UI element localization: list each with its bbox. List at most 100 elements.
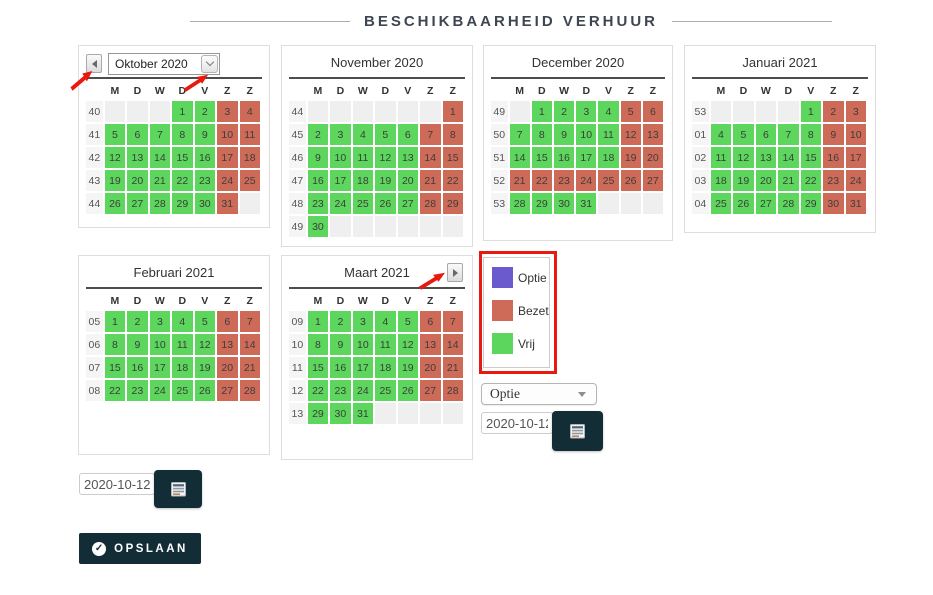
day-cell[interactable]: 26 bbox=[620, 170, 641, 191]
day-cell[interactable]: 1 bbox=[104, 311, 126, 332]
day-cell[interactable]: 20 bbox=[642, 147, 663, 168]
day-cell[interactable]: 26 bbox=[733, 193, 754, 214]
day-cell[interactable]: 16 bbox=[823, 147, 844, 168]
day-cell[interactable]: 23 bbox=[823, 170, 844, 191]
day-cell[interactable]: 7 bbox=[239, 311, 260, 332]
day-cell[interactable]: 24 bbox=[576, 170, 597, 191]
day-cell[interactable]: 4 bbox=[710, 124, 732, 145]
day-cell[interactable]: 15 bbox=[104, 357, 126, 378]
day-cell[interactable]: 14 bbox=[420, 147, 441, 168]
day-cell[interactable]: 25 bbox=[598, 170, 619, 191]
day-cell[interactable]: 29 bbox=[172, 193, 193, 214]
day-cell[interactable]: 23 bbox=[553, 170, 575, 191]
day-cell[interactable]: 6 bbox=[755, 124, 777, 145]
day-cell[interactable]: 26 bbox=[375, 193, 396, 214]
day-cell[interactable]: 2 bbox=[823, 101, 844, 122]
day-cell[interactable]: 1 bbox=[800, 101, 822, 122]
day-cell[interactable]: 11 bbox=[598, 124, 619, 145]
day-cell[interactable]: 23 bbox=[127, 380, 148, 401]
day-cell[interactable]: 18 bbox=[352, 170, 374, 191]
day-cell[interactable]: 2 bbox=[330, 311, 351, 332]
day-cell[interactable]: 13 bbox=[127, 147, 148, 168]
day-cell[interactable]: 5 bbox=[104, 124, 126, 145]
day-cell[interactable]: 6 bbox=[127, 124, 148, 145]
day-cell[interactable]: 23 bbox=[330, 380, 351, 401]
day-cell[interactable]: 2 bbox=[553, 101, 575, 122]
day-cell[interactable]: 25 bbox=[375, 380, 396, 401]
day-cell[interactable]: 31 bbox=[352, 403, 374, 424]
day-cell[interactable]: 1 bbox=[172, 101, 193, 122]
day-cell[interactable]: 9 bbox=[823, 124, 844, 145]
day-cell[interactable]: 17 bbox=[149, 357, 171, 378]
day-cell[interactable]: 27 bbox=[420, 380, 441, 401]
day-cell[interactable]: 21 bbox=[149, 170, 171, 191]
day-cell[interactable]: 15 bbox=[172, 147, 193, 168]
day-cell[interactable]: 17 bbox=[352, 357, 374, 378]
day-cell[interactable]: 24 bbox=[352, 380, 374, 401]
day-cell[interactable]: 8 bbox=[307, 334, 329, 355]
day-cell[interactable]: 25 bbox=[352, 193, 374, 214]
day-cell[interactable]: 30 bbox=[330, 403, 351, 424]
day-cell[interactable]: 21 bbox=[239, 357, 260, 378]
day-cell[interactable]: 23 bbox=[194, 170, 216, 191]
day-cell[interactable]: 27 bbox=[642, 170, 663, 191]
day-cell[interactable]: 8 bbox=[104, 334, 126, 355]
day-cell[interactable]: 28 bbox=[149, 193, 171, 214]
day-cell[interactable]: 4 bbox=[352, 124, 374, 145]
day-cell[interactable]: 25 bbox=[239, 170, 260, 191]
day-cell[interactable]: 14 bbox=[442, 334, 463, 355]
month-select[interactable]: Oktober 2020 bbox=[108, 52, 220, 75]
day-cell[interactable]: 25 bbox=[172, 380, 193, 401]
day-cell[interactable]: 9 bbox=[307, 147, 329, 168]
day-cell[interactable]: 29 bbox=[307, 403, 329, 424]
day-cell[interactable]: 16 bbox=[307, 170, 329, 191]
day-cell[interactable]: 15 bbox=[307, 357, 329, 378]
day-cell[interactable]: 21 bbox=[778, 170, 799, 191]
day-cell[interactable]: 21 bbox=[442, 357, 463, 378]
day-cell[interactable]: 20 bbox=[755, 170, 777, 191]
day-cell[interactable]: 3 bbox=[845, 101, 866, 122]
day-cell[interactable]: 20 bbox=[217, 357, 238, 378]
day-cell[interactable]: 5 bbox=[733, 124, 754, 145]
day-cell[interactable]: 16 bbox=[553, 147, 575, 168]
day-cell[interactable]: 17 bbox=[217, 147, 238, 168]
day-cell[interactable]: 2 bbox=[194, 101, 216, 122]
day-cell[interactable]: 22 bbox=[442, 170, 463, 191]
day-cell[interactable]: 9 bbox=[553, 124, 575, 145]
day-cell[interactable]: 22 bbox=[104, 380, 126, 401]
day-cell[interactable]: 6 bbox=[217, 311, 238, 332]
day-cell[interactable]: 18 bbox=[172, 357, 193, 378]
day-cell[interactable]: 8 bbox=[172, 124, 193, 145]
day-cell[interactable]: 12 bbox=[397, 334, 419, 355]
day-cell[interactable]: 15 bbox=[442, 147, 463, 168]
day-cell[interactable]: 12 bbox=[375, 147, 396, 168]
day-cell[interactable]: 19 bbox=[375, 170, 396, 191]
day-cell[interactable]: 31 bbox=[217, 193, 238, 214]
day-cell[interactable]: 7 bbox=[509, 124, 530, 145]
day-cell[interactable]: 22 bbox=[172, 170, 193, 191]
day-cell[interactable]: 19 bbox=[104, 170, 126, 191]
day-cell[interactable]: 13 bbox=[217, 334, 238, 355]
next-month-button[interactable] bbox=[447, 263, 463, 282]
day-cell[interactable]: 22 bbox=[531, 170, 552, 191]
chevron-down-icon[interactable] bbox=[201, 54, 218, 73]
day-cell[interactable]: 20 bbox=[397, 170, 419, 191]
day-cell[interactable]: 4 bbox=[375, 311, 396, 332]
day-cell[interactable]: 28 bbox=[442, 380, 463, 401]
day-cell[interactable]: 18 bbox=[710, 170, 732, 191]
day-cell[interactable]: 7 bbox=[420, 124, 441, 145]
day-cell[interactable]: 13 bbox=[397, 147, 419, 168]
status-select[interactable]: Optie bbox=[481, 383, 597, 405]
day-cell[interactable]: 19 bbox=[397, 357, 419, 378]
day-cell[interactable]: 22 bbox=[800, 170, 822, 191]
day-cell[interactable]: 20 bbox=[420, 357, 441, 378]
date-input-right[interactable] bbox=[481, 412, 553, 434]
day-cell[interactable]: 9 bbox=[330, 334, 351, 355]
day-cell[interactable]: 28 bbox=[420, 193, 441, 214]
day-cell[interactable]: 11 bbox=[375, 334, 396, 355]
day-cell[interactable]: 29 bbox=[442, 193, 463, 214]
day-cell[interactable]: 19 bbox=[194, 357, 216, 378]
day-cell[interactable]: 5 bbox=[397, 311, 419, 332]
day-cell[interactable]: 18 bbox=[375, 357, 396, 378]
day-cell[interactable]: 11 bbox=[239, 124, 260, 145]
